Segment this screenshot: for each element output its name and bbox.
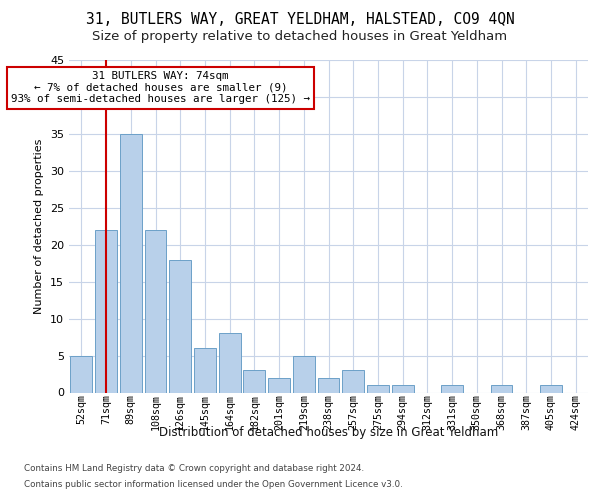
Bar	[268, 378, 290, 392]
Bar	[219, 334, 241, 392]
Text: 31, BUTLERS WAY, GREAT YELDHAM, HALSTEAD, CO9 4QN: 31, BUTLERS WAY, GREAT YELDHAM, HALSTEAD…	[86, 12, 514, 28]
Bar	[145, 230, 166, 392]
Bar	[343, 370, 364, 392]
Text: Size of property relative to detached houses in Great Yeldham: Size of property relative to detached ho…	[92, 30, 508, 43]
Bar	[95, 230, 117, 392]
Text: Distribution of detached houses by size in Great Yeldham: Distribution of detached houses by size …	[159, 426, 499, 439]
Bar	[194, 348, 216, 393]
Bar	[392, 385, 413, 392]
Y-axis label: Number of detached properties: Number of detached properties	[34, 138, 44, 314]
Bar	[491, 385, 512, 392]
Bar	[293, 356, 314, 393]
Text: 31 BUTLERS WAY: 74sqm
← 7% of detached houses are smaller (9)
93% of semi-detach: 31 BUTLERS WAY: 74sqm ← 7% of detached h…	[11, 71, 310, 104]
Bar	[70, 356, 92, 393]
Bar	[441, 385, 463, 392]
Bar	[120, 134, 142, 392]
Bar	[244, 370, 265, 392]
Text: Contains HM Land Registry data © Crown copyright and database right 2024.: Contains HM Land Registry data © Crown c…	[24, 464, 364, 473]
Text: Contains public sector information licensed under the Open Government Licence v3: Contains public sector information licen…	[24, 480, 403, 489]
Bar	[540, 385, 562, 392]
Bar	[169, 260, 191, 392]
Bar	[317, 378, 340, 392]
Bar	[367, 385, 389, 392]
